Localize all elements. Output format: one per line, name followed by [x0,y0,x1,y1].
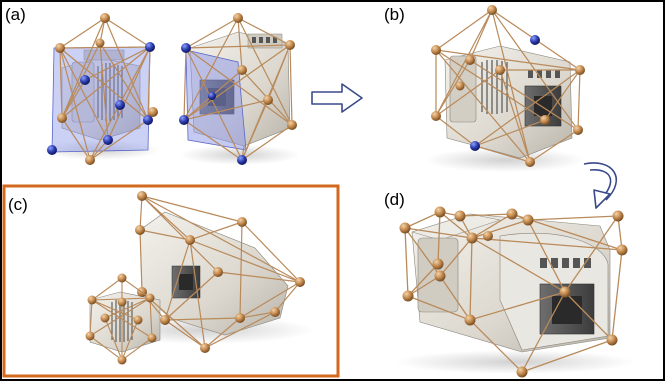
panel-b: (b) [384,5,585,172]
arrow-b-to-d [583,162,618,209]
panel-c: (c) [2,184,340,378]
lattice-b-nodes [431,5,585,167]
panel-label-c: (c) [8,195,28,214]
lattice-c-small-nodes [85,273,157,365]
part-assembly-d [411,213,611,353]
lattice-a2-nodes [179,13,297,165]
lattice-a1-nodes [47,13,158,165]
panel-label-b: (b) [384,5,405,24]
arrow-a-to-b [311,83,363,113]
panel-a: (a) [5,5,300,165]
lattice-d-nodes [399,206,628,378]
lattice-b [434,9,581,163]
panel-label-d: (d) [384,190,405,209]
panel-label-a: (a) [5,5,26,24]
part-assembly-b [444,45,573,159]
panel-d: (d) [384,190,635,378]
